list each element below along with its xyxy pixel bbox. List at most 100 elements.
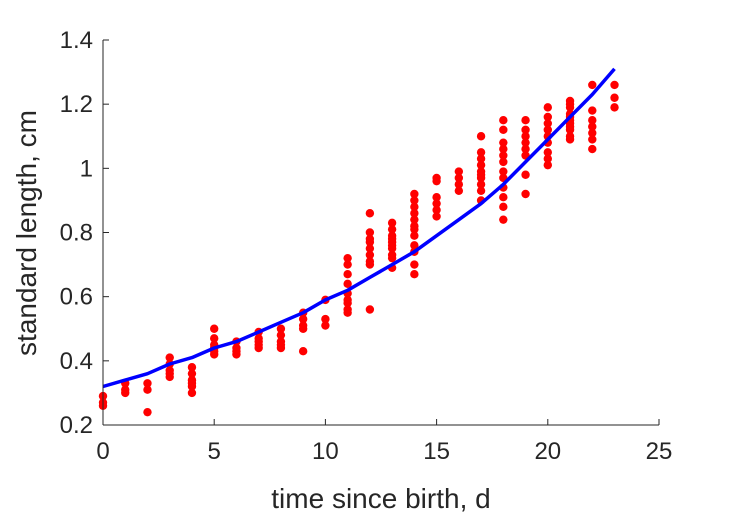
data-point — [365, 305, 375, 314]
data-point — [454, 173, 464, 183]
data-point — [521, 116, 530, 125]
x-tick-label: 10 — [312, 438, 339, 465]
y-tick-label: 0.6 — [60, 284, 93, 311]
y-tick-label: 0.2 — [60, 412, 93, 439]
y-axis-label: standard length, cm — [11, 110, 42, 356]
data-point — [276, 340, 286, 349]
data-point — [410, 241, 419, 250]
data-point — [343, 260, 352, 269]
data-point — [521, 138, 530, 147]
data-point — [521, 189, 530, 199]
data-point — [499, 167, 508, 176]
data-point — [321, 314, 330, 324]
data-point — [387, 244, 397, 253]
data-point — [410, 215, 419, 224]
data-point — [187, 388, 197, 398]
x-tick-label: 0 — [96, 438, 109, 465]
data-point — [254, 343, 263, 353]
data-point — [588, 144, 597, 154]
data-point — [499, 116, 508, 125]
x-axis-label: time since birth, d — [271, 483, 490, 514]
data-point — [610, 103, 619, 112]
data-point — [321, 321, 330, 330]
data-point — [499, 202, 508, 212]
data-point — [343, 253, 352, 263]
data-point — [410, 225, 419, 234]
data-point — [143, 379, 152, 388]
data-point — [387, 253, 397, 263]
data-point — [365, 244, 375, 253]
data-point — [588, 116, 597, 125]
data-point — [499, 157, 508, 167]
data-point — [410, 209, 419, 218]
data-point — [499, 125, 508, 135]
data-point — [387, 237, 397, 247]
data-point — [432, 193, 441, 202]
data-point — [432, 176, 441, 186]
x-tick-label: 20 — [534, 438, 561, 465]
data-point — [410, 260, 419, 269]
data-point — [210, 334, 219, 343]
data-point — [343, 279, 352, 289]
x-axis: 0 5 10 15 20 25 — [96, 419, 672, 465]
x-tick-label: 5 — [208, 438, 221, 465]
data-point — [410, 196, 419, 205]
data-point — [543, 103, 552, 112]
plot-area — [98, 67, 619, 417]
data-point — [588, 122, 597, 131]
data-point — [432, 205, 441, 215]
data-point — [410, 231, 419, 240]
data-point — [143, 407, 152, 417]
data-point — [454, 186, 464, 195]
data-point — [365, 228, 375, 237]
data-point — [343, 308, 352, 317]
data-point — [432, 212, 441, 221]
data-point — [143, 385, 152, 394]
data-point — [298, 324, 308, 333]
data-point — [476, 160, 486, 170]
data-point — [187, 379, 197, 388]
data-point — [365, 209, 375, 218]
data-point — [499, 215, 508, 224]
data-point — [588, 135, 597, 144]
data-point — [298, 347, 308, 356]
data-point — [588, 106, 597, 115]
y-tick-label: 1.4 — [60, 27, 93, 54]
data-point — [387, 218, 397, 228]
data-point — [521, 125, 530, 135]
data-point — [210, 324, 219, 333]
data-point — [499, 138, 508, 147]
data-point — [565, 99, 575, 109]
data-point — [499, 151, 508, 160]
data-point — [476, 180, 486, 189]
y-tick-label: 1 — [80, 155, 93, 182]
data-point — [610, 80, 619, 90]
data-point — [387, 225, 397, 234]
fit-curve — [102, 67, 616, 389]
data-point — [454, 180, 464, 189]
data-point — [521, 132, 530, 141]
data-point — [476, 132, 486, 141]
data-point — [543, 112, 552, 122]
data-point — [410, 202, 419, 212]
data-point — [610, 93, 619, 102]
data-point — [499, 193, 508, 202]
data-point — [588, 80, 597, 90]
data-point — [543, 160, 552, 170]
data-point — [343, 298, 352, 308]
data-point — [454, 167, 464, 176]
data-point — [543, 125, 552, 135]
data-point — [121, 388, 130, 398]
data-point — [476, 154, 486, 163]
y-tick-label: 0.4 — [60, 348, 93, 375]
data-point — [565, 125, 575, 135]
data-point — [276, 324, 286, 333]
data-point — [343, 270, 352, 279]
y-tick-label: 1.2 — [60, 91, 93, 118]
data-point — [476, 186, 486, 195]
data-point — [298, 314, 308, 324]
data-point — [476, 170, 486, 179]
data-point — [410, 270, 419, 279]
data-point — [476, 148, 486, 157]
